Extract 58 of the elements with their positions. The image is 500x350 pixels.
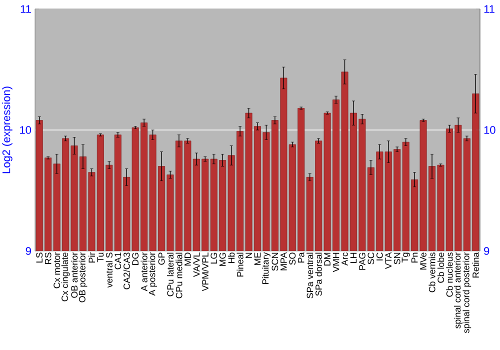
x-tick-label: OB posterior xyxy=(78,252,88,302)
x-tick-label: LG xyxy=(210,252,218,264)
y-tick-label: 10 xyxy=(20,126,32,134)
x-tick-label: OB anterior xyxy=(70,252,78,298)
x-tick-label: SC xyxy=(368,252,374,264)
x-tick-label: Tu xyxy=(97,252,104,262)
x-tick-label: Pir xyxy=(88,252,95,262)
x-tick-label: Cb nucleus xyxy=(446,252,453,297)
x-tick-label: A anterior xyxy=(140,252,148,292)
x-tick-label: SPa ventral xyxy=(306,252,314,298)
x-tick-label: N xyxy=(246,252,252,258)
x-tick-label: Pineal xyxy=(236,252,244,276)
x-tick-label: SO xyxy=(289,252,296,265)
x-tick-label: Arc xyxy=(342,252,348,266)
x-tick-label: ventral S xyxy=(106,252,112,288)
x-tick-label: VPM/VPL xyxy=(202,252,208,292)
x-tick-label: CPu lateral xyxy=(166,252,174,296)
x-tick-label: VTA xyxy=(385,252,392,269)
x-tick-label: VMH xyxy=(332,252,340,272)
y2-tick-label: 9 xyxy=(484,247,490,255)
x-tick-label: ME xyxy=(254,252,261,265)
x-tick-label: MPA xyxy=(280,252,287,270)
x-tick-label: Retina xyxy=(472,252,479,278)
x-tick-label: VA/VL xyxy=(193,252,200,277)
y-tick-label: 11 xyxy=(20,5,31,13)
x-tick-label: Cb vermis xyxy=(428,252,436,292)
x-tick-label: LH xyxy=(350,252,357,263)
x-tick-label: MVe xyxy=(420,252,426,270)
x-tick-label: SCN xyxy=(272,252,278,271)
x-tick-label: CA1 xyxy=(114,252,122,270)
x-tick-label: MG xyxy=(219,252,226,266)
x-tick-label: Pa xyxy=(298,252,304,262)
x-tick-label: PAG xyxy=(359,252,366,270)
x-tick-label: MD xyxy=(184,252,191,266)
x-tick-label: Cx cingulate xyxy=(61,252,70,302)
y-axis-title: Log2 (expression) xyxy=(2,86,12,174)
x-tick-label: LS xyxy=(36,252,43,262)
x-tick-label: Cx motor xyxy=(54,252,60,288)
x-tick-label: CA2/CA3 xyxy=(123,252,130,290)
y2-tick-label: 11 xyxy=(484,5,494,13)
x-tick-label: Cb lobe xyxy=(437,252,444,283)
x-tick-label: IC xyxy=(376,252,383,260)
x-tick-label: Tg xyxy=(402,252,410,262)
x-tick-label: spinal cord anterior xyxy=(454,252,462,328)
x-tick-label: RS xyxy=(44,252,52,264)
x-tick-label: CPu medial xyxy=(176,252,182,298)
x-tick-label: DG xyxy=(132,252,139,265)
x-tick-label: DM xyxy=(324,252,330,266)
x-tick-label: Hb xyxy=(228,252,235,263)
x-tick-label: GP xyxy=(158,252,165,265)
x-tick-label: Pituitary xyxy=(262,252,270,284)
x-tick-label: Pn xyxy=(411,252,418,262)
x-tick-label: A posterior xyxy=(148,252,157,296)
x-tick-label: SN xyxy=(394,252,400,264)
x-tick-label: SPa dorsal xyxy=(315,252,322,296)
y2-tick-label: 10 xyxy=(484,126,496,134)
x-tick-label: spinal cord posterior xyxy=(462,252,472,333)
y-tick-label: 9 xyxy=(26,247,31,255)
